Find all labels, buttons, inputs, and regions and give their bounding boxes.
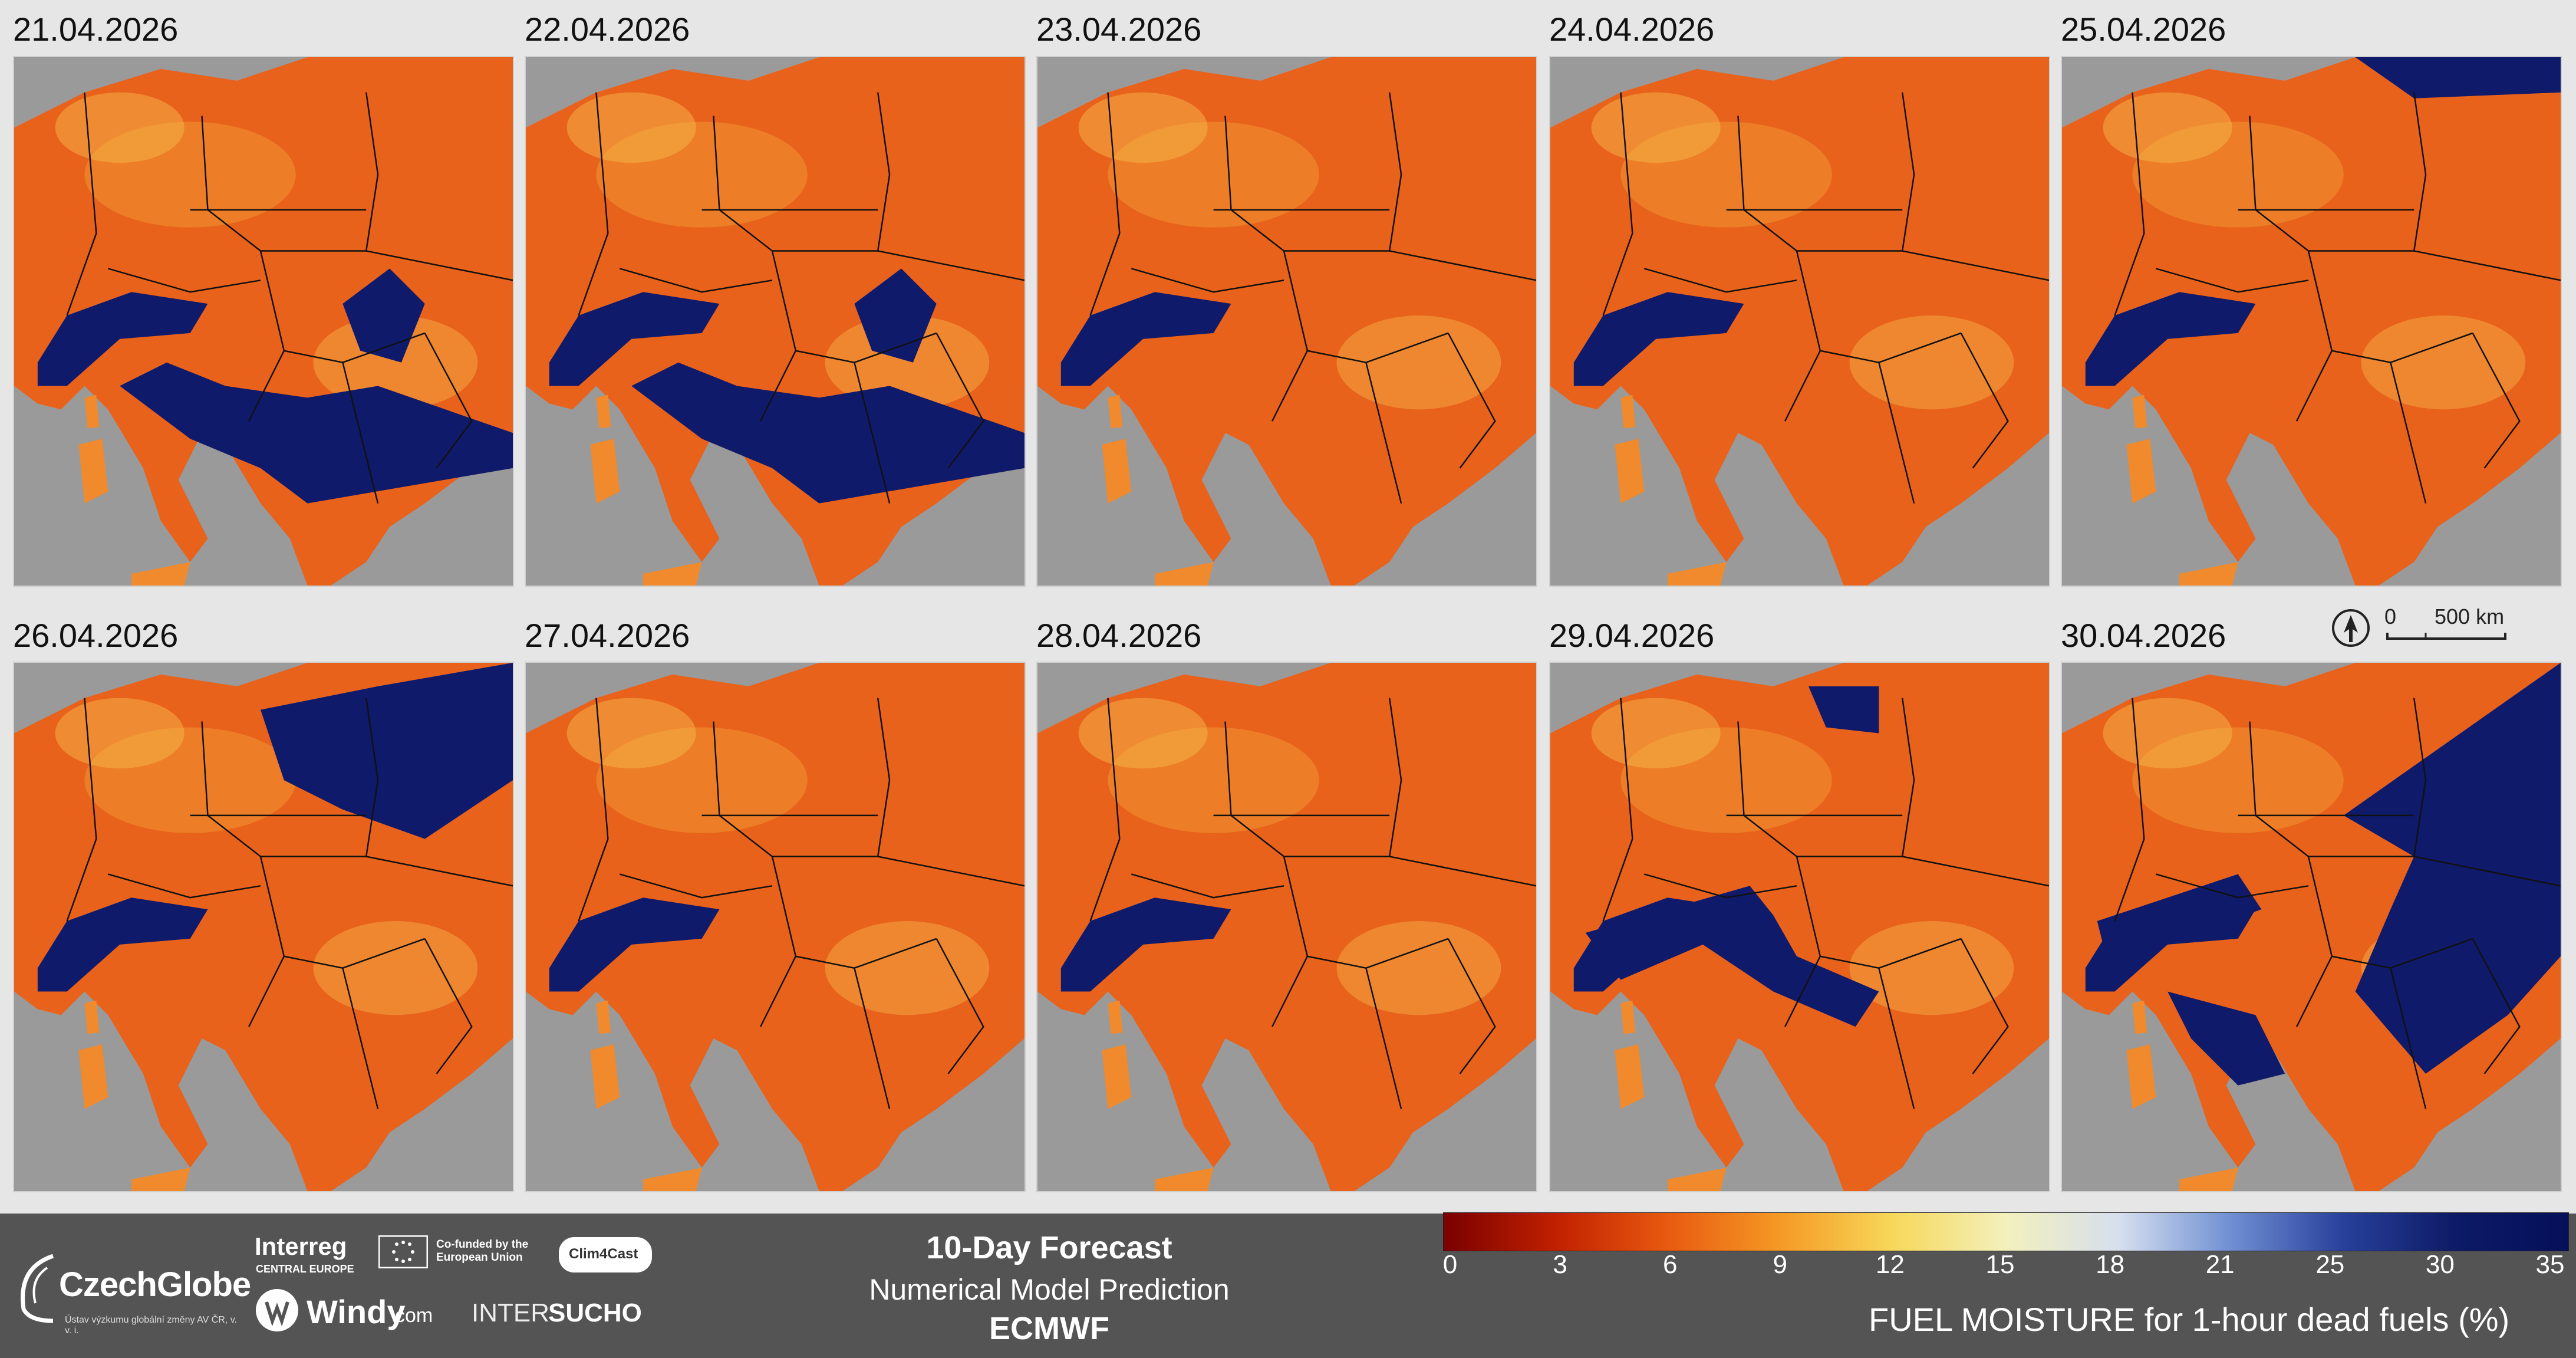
eu-cofunded-text: Co-funded by the European Union (436, 1238, 529, 1264)
fuel-moisture-map (1549, 56, 2050, 587)
colorbar-tick-label: 0 (1442, 1250, 1458, 1279)
interreg-text: Interreg (255, 1232, 347, 1260)
colorbar-tick-label: 6 (1662, 1250, 1678, 1279)
colorbar-tick-label: 3 (1553, 1250, 1567, 1279)
fuel-moisture-map (1036, 662, 1537, 1192)
north-arrow-icon (2332, 609, 2370, 647)
czechglobe-logo: CzechGlobe Ústav výzkumu globální změny … (12, 1238, 251, 1336)
colorbar-title: FUEL MOISTURE for 1-hour dead fuels (%) (1869, 1301, 2510, 1338)
map-date-label: 30.04.2026 (2061, 617, 2226, 654)
forecast-subtitle: Numerical Model Prediction (869, 1273, 1230, 1306)
clim4cast-logo: Clim4Cast (559, 1237, 652, 1272)
fuel-moisture-map (525, 662, 1026, 1192)
intersucho-text-a: INTER (472, 1298, 549, 1327)
scale-bar: 0 500 km (2328, 604, 2511, 652)
fuel-moisture-map (525, 56, 1026, 587)
scale-zero: 0 (2384, 604, 2397, 629)
colorbar (1443, 1212, 2569, 1251)
colorbar-tick-label: 21 (2205, 1250, 2235, 1279)
colorbar-tick-label: 25 (2315, 1250, 2345, 1279)
intersucho-text-b: SUCHO (548, 1298, 642, 1327)
fuel-moisture-map (13, 662, 514, 1192)
windy-text: Windy (307, 1293, 406, 1330)
fuel-moisture-map (1549, 662, 2050, 1192)
colorbar-tick-label: 12 (1875, 1250, 1905, 1279)
map-date-label: 27.04.2026 (525, 617, 690, 654)
clim4cast-text: Clim4Cast (569, 1246, 638, 1262)
colorbar-tick-label: 35 (2535, 1250, 2565, 1279)
colorbar-tick-label: 15 (1985, 1250, 2015, 1279)
map-date-label: 22.04.2026 (525, 11, 690, 48)
colorbar-tick-label: 9 (1773, 1250, 1788, 1279)
colorbar-tick-label: 18 (2096, 1250, 2125, 1279)
map-date-label: 29.04.2026 (1549, 617, 1715, 654)
map-date-label: 26.04.2026 (13, 617, 179, 654)
forecast-title: 10-Day Forecast (926, 1230, 1172, 1265)
forecast-model: ECMWF (989, 1311, 1109, 1346)
map-date-label: 28.04.2026 (1036, 617, 1202, 654)
scale-distance: 500 km (2435, 604, 2505, 629)
fuel-moisture-map (2061, 56, 2562, 587)
interreg-subtitle: CENTRAL EUROPE (256, 1263, 354, 1275)
map-date-label: 24.04.2026 (1549, 11, 1715, 48)
colorbar-tick-label: 30 (2425, 1250, 2455, 1279)
czechglobe-subtitle: Ústav výzkumu globální změny AV ČR, v. v… (65, 1315, 237, 1336)
czechglobe-name: CzechGlobe (59, 1265, 251, 1304)
map-date-label: 23.04.2026 (1036, 11, 1202, 48)
fuel-moisture-map (1036, 56, 1537, 587)
fuel-moisture-map (13, 56, 514, 587)
map-date-label: 25.04.2026 (2061, 11, 2226, 48)
fuel-moisture-map (2061, 662, 2562, 1192)
map-date-label: 21.04.2026 (13, 11, 179, 48)
windy-suffix: com (395, 1304, 433, 1327)
